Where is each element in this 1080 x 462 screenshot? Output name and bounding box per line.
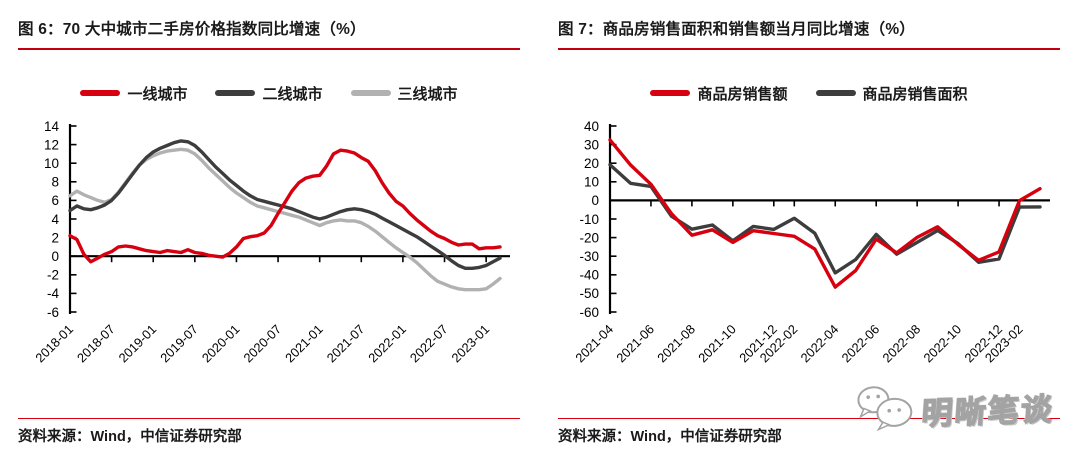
watermark: 明晰笔谈: [852, 383, 1056, 433]
x-tick-label: 2021-10: [695, 322, 739, 366]
chart-canvas: 14121086420-2-4-62018-012018-072019-0120…: [32, 119, 510, 366]
y-tick-label: 12: [44, 137, 59, 152]
y-tick-label: -2: [47, 268, 59, 283]
x-tick-label: 2018-07: [74, 322, 118, 366]
y-tick-label: -50: [579, 286, 599, 301]
x-axis: [69, 255, 510, 263]
x-tick-label: 2022-07: [407, 322, 451, 366]
y-tick-label: 0: [591, 193, 599, 208]
x-tick-label: 2022-04: [798, 322, 842, 366]
figure-7-title: 图 7：商品房销售面积和销售额当月同比增速（%）: [558, 14, 1060, 50]
y-axis: [608, 124, 617, 314]
x-tick-labels: 2021-042021-062021-082021-102021-122022-…: [572, 322, 1025, 366]
legend-swatch-icon: [815, 90, 856, 96]
y-tick-label: -30: [579, 249, 599, 264]
x-tick-label: 2018-01: [32, 322, 76, 366]
x-tick-label: 2021-08: [654, 322, 698, 366]
y-tick-labels: 40 30 20 10 0 -10 -20 -30 -40 -50 -60: [579, 119, 599, 320]
wechat-icon: [857, 386, 913, 432]
figure-7-line-chart: 40 30 20 10 0 -10 -20 -30 -40 -50 -60 2021-04 2021-0…: [558, 116, 1060, 378]
x-tick-label: 2020-01: [199, 322, 243, 366]
x-tick-label: 2021-04: [572, 322, 616, 366]
figure-6-title: 图 6：70 大中城市二手房价格指数同比增速（%）: [18, 14, 520, 50]
figure-7-source-note: 资料来源：Wind，中信证券研究部: [558, 429, 782, 445]
y-tick-label: 2: [51, 230, 59, 245]
legend-item-1: 二线城市: [215, 83, 323, 104]
legend-item-2: 三线城市: [350, 83, 458, 104]
figure-7-footer-rule: [558, 418, 1060, 419]
figure-6-line-chart: 14 12 10 8 6 4 2 0 -2 -4 -6 2018-01 2018-07 2019-01 20…: [18, 116, 520, 378]
x-tick-label: 2022-01: [365, 322, 409, 366]
chart-canvas: 403020100-10-20-30-40-50-602021-042021-0…: [572, 119, 1050, 366]
figure-7-legend: 商品房销售额 商品房销售面积: [558, 78, 1060, 108]
figure-6-card: 图 6：70 大中城市二手房价格指数同比增速（%） 一线城市 二线城市 三线城市 1…: [18, 14, 520, 448]
y-tick-label: -20: [579, 230, 599, 245]
y-tick-label: -40: [579, 268, 599, 283]
legend-swatch-icon: [215, 90, 256, 96]
y-tick-label: 10: [44, 156, 59, 171]
y-tick-label: 20: [584, 156, 599, 171]
y-tick-label: 40: [584, 119, 599, 134]
x-axis: [609, 199, 1050, 207]
series-line-0: [608, 138, 1042, 289]
figure-6-footer-rule: [18, 418, 520, 419]
y-tick-label: 0: [51, 249, 59, 264]
y-tick-label: 14: [44, 119, 60, 134]
x-tick-label: 2019-01: [116, 322, 160, 366]
y-tick-labels: 14 12 10 8 6 4 2 0 -2 -4 -6: [44, 119, 60, 320]
y-axis: [68, 124, 77, 314]
figure-7-card: 图 7：商品房销售面积和销售额当月同比增速（%） 商品房销售额 商品房销售面积 4…: [558, 14, 1060, 448]
x-tick-label: 2021-06: [613, 322, 657, 366]
x-tick-label: 2019-07: [157, 322, 201, 366]
legend-item-0: 商品房销售额: [650, 83, 788, 104]
series-line-0: [68, 148, 502, 264]
x-tick-labels: 2018-012018-072019-012019-072020-012020-…: [32, 322, 492, 366]
figure-6-source-note: 资料来源：Wind，中信证券研究部: [18, 429, 242, 445]
legend-label: 一线城市: [127, 85, 188, 103]
x-tick-label: 2022-08: [879, 322, 923, 366]
figure-6-legend: 一线城市 二线城市 三线城市: [18, 78, 520, 108]
legend-label: 商品房销售面积: [862, 85, 968, 103]
y-tick-label: 10: [584, 175, 599, 190]
y-tick-label: -60: [579, 305, 599, 320]
legend-label: 三线城市: [397, 85, 458, 103]
legend-swatch-icon: [80, 90, 121, 96]
y-tick-label: -6: [47, 305, 59, 320]
x-tick-label: 2021-07: [324, 322, 368, 366]
legend-label: 商品房销售额: [697, 85, 788, 103]
watermark-text: 明晰笔谈: [920, 391, 1056, 432]
y-tick-label: 4: [51, 212, 59, 227]
series-line-1: [68, 139, 502, 271]
legend-swatch-icon: [650, 90, 691, 96]
x-tick-label: 2022-06: [838, 322, 882, 366]
legend-item-1: 商品房销售面积: [815, 83, 968, 104]
legend-label: 二线城市: [262, 85, 323, 103]
x-tick-label: 2021-01: [282, 322, 326, 366]
y-tick-label: -10: [579, 212, 599, 227]
y-tick-label: 30: [584, 137, 599, 152]
x-tick-label: 2023-01: [448, 322, 492, 366]
y-tick-label: 8: [51, 175, 59, 190]
x-tick-label: 2022-10: [920, 322, 964, 366]
y-tick-label: 6: [51, 193, 59, 208]
y-tick-label: -4: [47, 286, 59, 301]
legend-swatch-icon: [350, 90, 391, 96]
x-tick-label: 2020-07: [240, 322, 284, 366]
legend-item-0: 一线城市: [80, 83, 187, 104]
